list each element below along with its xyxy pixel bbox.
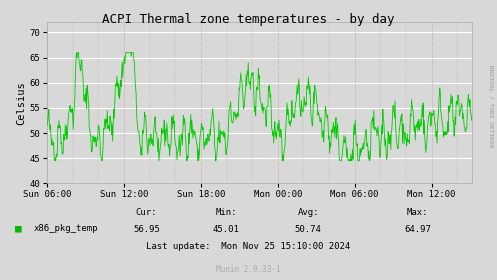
Text: Cur:: Cur: <box>136 208 158 217</box>
Text: ACPI Thermal zone temperatures - by day: ACPI Thermal zone temperatures - by day <box>102 13 395 25</box>
Text: 64.97: 64.97 <box>404 225 431 234</box>
Text: 56.95: 56.95 <box>133 225 160 234</box>
Text: 45.01: 45.01 <box>213 225 240 234</box>
Text: x86_pkg_temp: x86_pkg_temp <box>34 224 98 233</box>
Y-axis label: Celsius: Celsius <box>17 81 27 125</box>
Text: Avg:: Avg: <box>297 208 319 217</box>
Text: 50.74: 50.74 <box>295 225 322 234</box>
Text: Last update:  Mon Nov 25 15:10:00 2024: Last update: Mon Nov 25 15:10:00 2024 <box>147 242 350 251</box>
Text: Max:: Max: <box>407 208 428 217</box>
Text: Munin 2.0.33-1: Munin 2.0.33-1 <box>216 265 281 274</box>
Text: Min:: Min: <box>215 208 237 217</box>
Text: ■: ■ <box>15 223 22 233</box>
Text: RRDTOOL / TOBI OETIKER: RRDTOOL / TOBI OETIKER <box>489 65 494 148</box>
